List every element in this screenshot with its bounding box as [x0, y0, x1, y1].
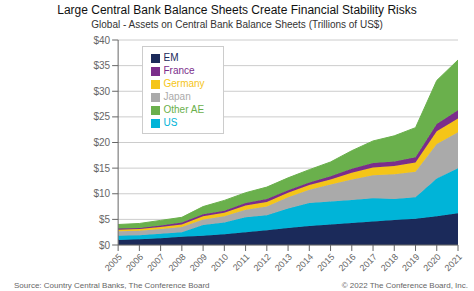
svg-text:$0: $0 — [99, 240, 111, 251]
svg-text:2005: 2005 — [103, 252, 124, 273]
html-text:Germany: Germany — [163, 78, 205, 89]
svg-text:2014: 2014 — [294, 252, 315, 273]
svg-text:2013: 2013 — [273, 252, 294, 273]
html-text:© 2022 The Conference Board, I: © 2022 The Conference Board, Inc. — [341, 281, 468, 290]
svg-text:2007: 2007 — [145, 252, 166, 273]
html-text:Japan: Japan — [163, 91, 191, 102]
svg-text:2018: 2018 — [379, 252, 400, 273]
html-text:US: US — [163, 117, 178, 128]
svg-text:2015: 2015 — [315, 252, 336, 273]
svg-text:$10: $10 — [93, 188, 110, 199]
svg-text:2012: 2012 — [252, 252, 273, 273]
svg-text:2021: 2021 — [443, 252, 464, 273]
svg-text:2019: 2019 — [400, 252, 421, 273]
svg-text:2011: 2011 — [231, 252, 252, 273]
svg-text:2020: 2020 — [421, 252, 442, 273]
svg-text:$25: $25 — [93, 111, 110, 122]
svg-text:2006: 2006 — [124, 252, 145, 273]
html-text:Global - Assets on Central Ban: Global - Assets on Central Bank Balance … — [91, 19, 383, 30]
svg-text:$30: $30 — [93, 86, 110, 97]
svg-text:2017: 2017 — [358, 252, 379, 273]
svg-text:2009: 2009 — [188, 252, 209, 273]
html-text:Large Central Bank Balance She: Large Central Bank Balance Sheets Create… — [57, 3, 417, 17]
svg-text:$40: $40 — [93, 35, 110, 46]
svg-text:$15: $15 — [93, 163, 110, 174]
svg-text:2008: 2008 — [167, 252, 188, 273]
svg-text:$20: $20 — [93, 137, 110, 148]
html-text:France: France — [163, 65, 195, 76]
svg-text:2010: 2010 — [209, 252, 230, 273]
html-text:EM: EM — [163, 52, 179, 63]
svg-text:2016: 2016 — [336, 252, 357, 273]
html-text:Other AE: Other AE — [163, 104, 205, 115]
html-text:Source: Country Central Banks,: Source: Country Central Banks, The Confe… — [14, 281, 210, 290]
svg-text:$35: $35 — [93, 60, 110, 71]
svg-text:$5: $5 — [99, 214, 111, 225]
